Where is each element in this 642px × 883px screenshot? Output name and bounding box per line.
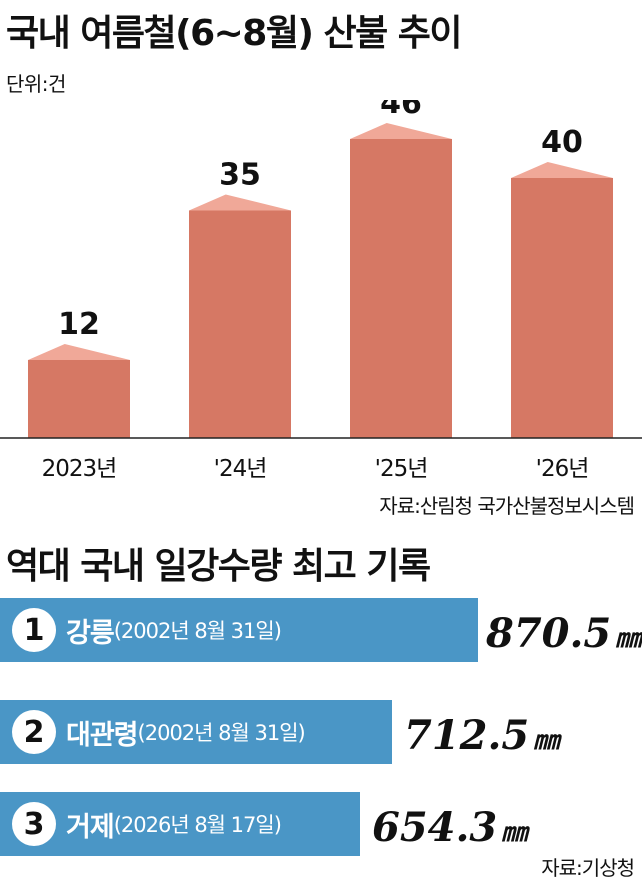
record-value-1: 870.5 ㎜	[486, 610, 641, 657]
wildfire-bar-chart: 12 2023년 35 '24년 46 '25년 40 '26년	[0, 100, 642, 482]
chart-source: 자료:산림청 국가산불정보시스템	[379, 494, 635, 518]
x-tick-label: '25년	[375, 456, 428, 482]
rank-badge: 2	[12, 710, 56, 754]
bar-top-cap	[350, 123, 452, 139]
record-value: 712.5	[404, 712, 530, 759]
bar-top-cap	[511, 162, 613, 178]
bar-top-cap	[28, 344, 130, 360]
data-label: 46	[380, 100, 422, 121]
records-title: 역대 국내 일강수량 최고 기록	[6, 546, 431, 587]
unit-label: 단위:건	[6, 72, 66, 96]
record-date: (2002년 8월 31일)	[113, 619, 282, 643]
record-unit: ㎜	[533, 726, 560, 756]
record-place: 대관령	[66, 719, 139, 751]
record-bar-2: 2 대관령 (2002년 8월 31일)	[0, 700, 392, 764]
record-value-2: 712.5 ㎜	[404, 712, 559, 759]
bar-top-cap	[189, 194, 291, 211]
record-bar-1: 1 강릉 (2002년 8월 31일)	[0, 598, 478, 662]
bar	[189, 210, 291, 438]
chart-title: 국내 여름철(6~8월) 산불 추이	[6, 13, 462, 54]
data-label: 35	[219, 158, 261, 193]
record-value-3: 654.3 ㎜	[372, 804, 527, 851]
record-value: 870.5	[486, 610, 612, 657]
data-label: 12	[58, 307, 100, 342]
rank-badge: 3	[12, 802, 56, 846]
record-value: 654.3	[372, 804, 498, 851]
x-tick-label: '26년	[536, 456, 589, 482]
record-bar-3: 3 거제 (2026년 8월 17일)	[0, 792, 360, 856]
bar	[350, 139, 452, 438]
rank-badge: 1	[12, 608, 56, 652]
record-date: (2026년 8월 17일)	[113, 813, 282, 837]
record-unit: ㎜	[501, 818, 528, 848]
records-source: 자료:기상청	[541, 856, 635, 880]
x-tick-label: 2023년	[42, 456, 117, 482]
bar	[28, 360, 130, 438]
record-unit: ㎜	[615, 624, 642, 654]
record-place: 거제	[66, 811, 115, 843]
bar	[511, 178, 613, 438]
record-date: (2002년 8월 31일)	[137, 721, 306, 745]
record-place: 강릉	[66, 617, 115, 649]
x-tick-label: '24년	[214, 456, 267, 482]
data-label: 40	[541, 125, 583, 160]
